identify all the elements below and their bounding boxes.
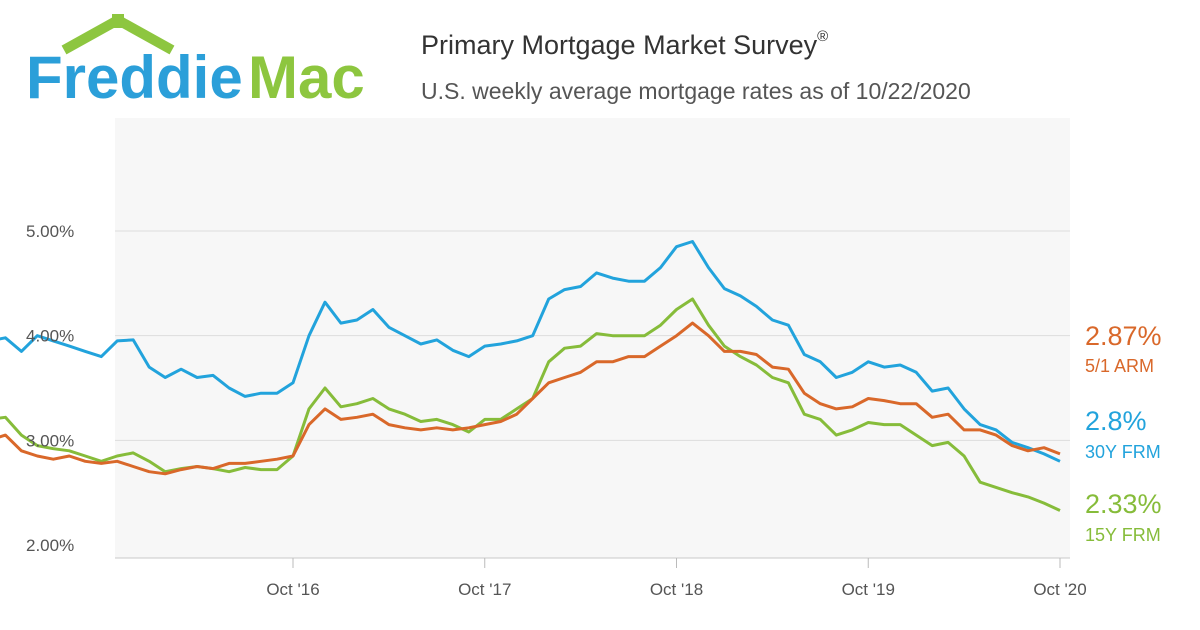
title-text: Primary Mortgage Market Survey — [421, 30, 818, 60]
page-subtitle: U.S. weekly average mortgage rates as of… — [421, 78, 971, 104]
x-tick-label: Oct '17 — [458, 580, 511, 599]
house-chimney-icon — [112, 14, 124, 28]
end-value-label-15y-frm: 2.33% — [1085, 489, 1162, 519]
end-value-label-5-1-arm: 2.87% — [1085, 321, 1162, 351]
logo-word-freddie: Freddie — [26, 44, 243, 110]
y-tick-label: 5.00% — [26, 222, 74, 241]
series-name-label-30y-frm: 30Y FRM — [1085, 442, 1161, 462]
logo-word-mac: Mac — [248, 44, 365, 110]
registered-mark: ® — [817, 28, 829, 45]
x-tick-label: Oct '18 — [650, 580, 703, 599]
series-name-label-5-1-arm: 5/1 ARM — [1085, 356, 1154, 376]
series-name-label-15y-frm: 15Y FRM — [1085, 525, 1161, 545]
page-title: Primary Mortgage Market Survey® — [421, 28, 829, 61]
y-tick-label: 4.00% — [26, 327, 74, 346]
y-tick-label: 2.00% — [26, 536, 74, 555]
x-tick-label: Oct '19 — [842, 580, 895, 599]
series-line-15y-frm — [0, 297, 1061, 512]
y-tick-label: 3.00% — [26, 431, 74, 450]
series-line-30y-frm — [0, 240, 1061, 463]
x-tick-label: Oct '16 — [266, 580, 319, 599]
end-value-label-30y-frm: 2.8% — [1085, 406, 1147, 436]
x-tick-label: Oct '20 — [1033, 580, 1086, 599]
series-line-5-1-arm — [0, 321, 1061, 476]
freddie-mac-logo: Freddie Mac — [26, 14, 365, 110]
